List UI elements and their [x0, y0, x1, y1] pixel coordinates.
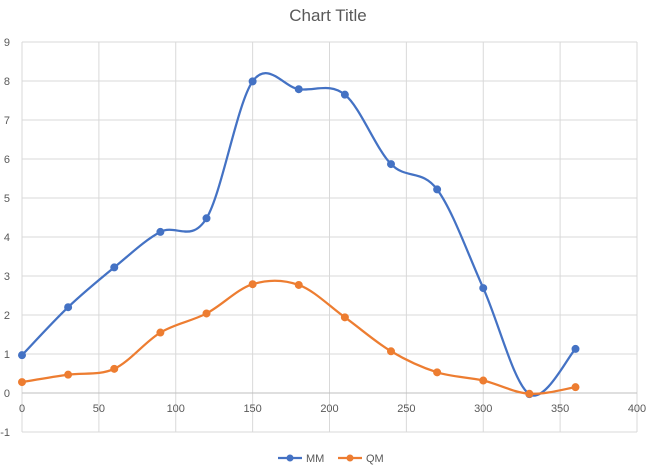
- series-qm: [18, 279, 580, 398]
- tick-labels: -1 0 1 2 3 4 5 6 7 8 9 0 50 100 150 200 250 300 350 400: [0, 37, 646, 439]
- data-point-mm: [294, 85, 303, 94]
- y-tick-label: 9: [4, 37, 10, 49]
- data-point-qm: [525, 389, 534, 398]
- legend-marker-mm: [286, 454, 294, 462]
- series-mm: [18, 72, 580, 399]
- data-point-mm: [64, 303, 73, 312]
- y-tick-label: 4: [4, 232, 10, 244]
- data-point-qm: [340, 313, 349, 322]
- data-point-qm: [433, 368, 442, 377]
- y-tick-label: 0: [4, 388, 10, 400]
- data-point-qm: [110, 364, 119, 373]
- chart-title: Chart Title: [289, 6, 366, 25]
- data-point-qm: [18, 378, 26, 387]
- data-point-mm: [433, 185, 442, 194]
- x-tick-label: 250: [397, 403, 415, 415]
- y-tick-label: 5: [4, 193, 10, 205]
- x-tick-label: 300: [474, 403, 492, 415]
- data-point-mm: [340, 90, 349, 99]
- data-point-mm: [248, 77, 257, 86]
- x-tick-label: 0: [19, 403, 25, 415]
- x-tick-label: 350: [551, 403, 569, 415]
- x-tick-label: 150: [243, 403, 261, 415]
- data-point-mm: [18, 351, 26, 360]
- data-point-qm: [202, 309, 211, 318]
- y-tick-label: 1: [4, 349, 10, 361]
- series-group: [18, 72, 580, 399]
- y-tick-label: 2: [4, 310, 10, 322]
- legend-label-qm: QM: [366, 453, 384, 465]
- data-point-mm: [156, 227, 165, 236]
- data-point-qm: [571, 383, 580, 392]
- y-tick-label: 8: [4, 76, 10, 88]
- data-point-mm: [110, 263, 119, 272]
- x-tick-label: 400: [628, 403, 646, 415]
- data-point-mm: [387, 160, 395, 169]
- data-point-qm: [64, 370, 73, 379]
- legend-item-qm: QM: [338, 453, 384, 465]
- series-line-qm: [21, 279, 576, 395]
- data-point-mm: [571, 344, 580, 353]
- legend-label-mm: MM: [306, 453, 324, 465]
- data-point-qm: [294, 280, 303, 289]
- legend: MM QM: [278, 453, 384, 465]
- y-tick-label: 7: [4, 115, 10, 127]
- x-tick-label: 50: [93, 403, 105, 415]
- x-tick-label: 100: [167, 403, 185, 415]
- data-point-qm: [387, 347, 395, 356]
- data-point-qm: [479, 376, 488, 385]
- data-point-qm: [248, 280, 257, 289]
- grid-lines: [21, 41, 638, 433]
- x-tick-label: 200: [320, 403, 338, 415]
- data-point-mm: [202, 214, 211, 223]
- data-point-mm: [479, 284, 488, 293]
- legend-item-mm: MM: [278, 453, 324, 465]
- data-point-qm: [156, 328, 165, 337]
- y-tick-label: 3: [4, 271, 10, 283]
- series-line-mm: [21, 72, 577, 397]
- legend-marker-qm: [346, 454, 354, 462]
- y-tick-label: -1: [0, 427, 10, 439]
- y-tick-label: 6: [4, 154, 10, 166]
